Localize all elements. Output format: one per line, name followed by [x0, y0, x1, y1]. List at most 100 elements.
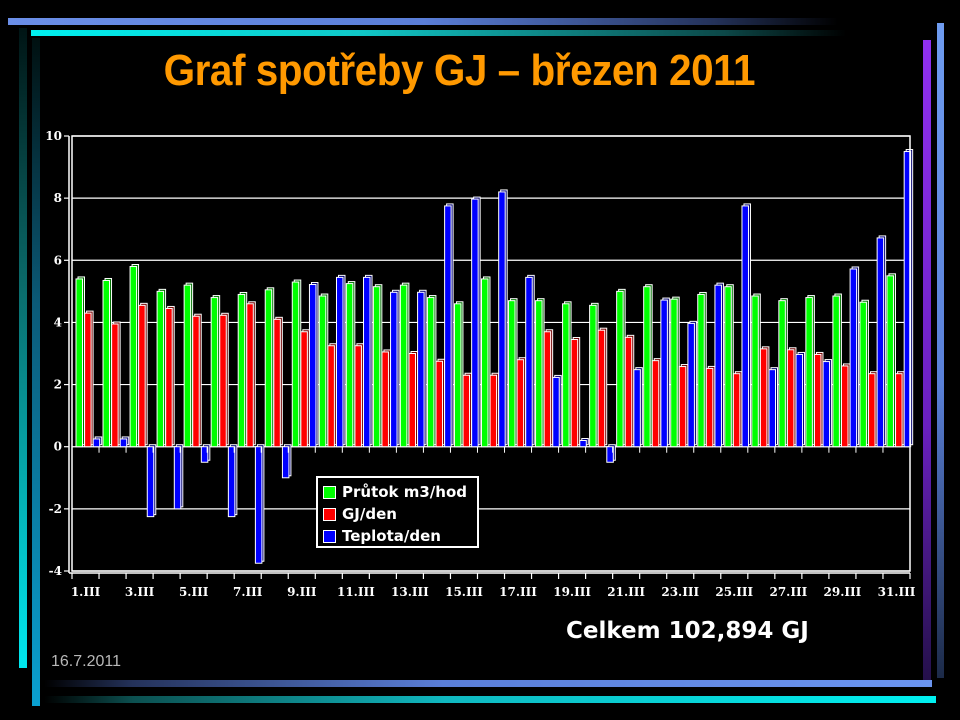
bar	[543, 329, 554, 448]
bar	[751, 293, 761, 448]
bar	[102, 277, 113, 448]
bar-face	[876, 237, 885, 448]
bar-face	[273, 318, 281, 448]
bar-face	[372, 286, 381, 448]
bar	[859, 299, 869, 448]
bar-face	[589, 304, 597, 448]
bar	[426, 295, 437, 448]
bar	[489, 372, 500, 448]
chart-legend: Průtok m3/hod GJ/den Teplota/den	[316, 476, 479, 548]
bar-face	[308, 284, 317, 448]
bar-face	[543, 331, 552, 448]
y-tick-label: 0	[54, 440, 62, 454]
bar-face	[724, 286, 732, 448]
bar-face	[408, 353, 416, 448]
bar-face	[354, 345, 362, 448]
bar-face	[678, 366, 687, 448]
bar	[281, 444, 292, 479]
x-tick-label: 27.III	[769, 585, 807, 599]
legend-swatch-red	[323, 507, 336, 521]
bar-face	[895, 373, 903, 448]
bar	[354, 343, 364, 448]
y-tick-label: 10	[45, 129, 62, 143]
bar-face	[616, 290, 624, 448]
bar	[210, 295, 221, 448]
bar	[832, 293, 842, 448]
x-tick-label: 19.III	[553, 585, 591, 599]
legend-label: Teplota/den	[342, 527, 441, 545]
bar	[705, 365, 716, 448]
bar-face	[227, 446, 236, 518]
bar	[444, 203, 454, 448]
bar-face	[84, 312, 92, 448]
bar-face	[111, 323, 119, 448]
decorative-bar-right-purple	[923, 40, 931, 680]
y-tick-label: -4	[49, 564, 62, 578]
bar-face	[759, 348, 768, 448]
x-tick-label: 13.III	[391, 585, 429, 599]
bar-face	[525, 276, 533, 448]
decorative-bar-top-cyan	[31, 30, 846, 36]
bar-face	[813, 353, 822, 448]
bar	[714, 282, 724, 448]
bar-face	[156, 290, 165, 448]
y-tick-label: 2	[54, 378, 62, 392]
bar	[390, 289, 400, 448]
bar-face	[444, 205, 452, 448]
x-tick-label: 15.III	[445, 585, 483, 599]
bar-face	[643, 286, 651, 448]
bar-face	[335, 276, 344, 448]
bar	[570, 337, 581, 448]
bar	[660, 297, 670, 448]
bar	[724, 284, 734, 448]
bar-face	[381, 351, 389, 448]
x-tick-label: 31.III	[878, 585, 916, 599]
bar	[435, 358, 446, 448]
bar	[606, 444, 616, 463]
bar-face	[786, 349, 795, 448]
bar	[237, 291, 248, 448]
bar-face	[345, 283, 354, 448]
bar	[589, 302, 599, 448]
bar-face	[75, 278, 83, 448]
bar-face	[165, 307, 173, 448]
bar	[327, 343, 337, 448]
bar-face	[210, 297, 219, 448]
bar	[498, 189, 508, 448]
bar	[741, 203, 751, 448]
bar-face	[633, 369, 641, 448]
bar-face	[795, 353, 804, 448]
x-tick-label: 9.III	[287, 585, 317, 599]
x-tick-label: 11.III	[337, 585, 375, 599]
plot-frame	[71, 135, 911, 572]
bar	[895, 371, 905, 448]
bar	[111, 321, 121, 448]
bar	[453, 301, 464, 448]
bar-face	[670, 298, 678, 448]
bar-face	[417, 291, 425, 448]
bar	[318, 293, 329, 448]
bar-face	[119, 438, 128, 448]
bar-face	[651, 360, 660, 448]
x-tick-label: 29.III	[824, 585, 862, 599]
bar	[535, 298, 545, 448]
bar	[480, 276, 491, 448]
bar	[616, 288, 626, 448]
x-tick-label: 1.III	[71, 585, 101, 599]
bar	[786, 347, 797, 448]
bar-face	[92, 438, 101, 448]
bar-face	[687, 322, 695, 448]
bar	[651, 358, 662, 448]
y-tick-label: 8	[54, 191, 62, 205]
bar-face	[146, 446, 155, 518]
bar	[183, 282, 194, 448]
x-tick-label: 23.III	[661, 585, 699, 599]
bar	[308, 282, 319, 448]
bar	[876, 235, 887, 448]
bar-face	[435, 360, 444, 448]
bar-face	[849, 268, 858, 448]
y-tick-label: 4	[54, 315, 62, 329]
decorative-bar-left-teal	[19, 28, 27, 668]
bar-face	[390, 291, 398, 448]
x-tick-label: 25.III	[715, 585, 753, 599]
